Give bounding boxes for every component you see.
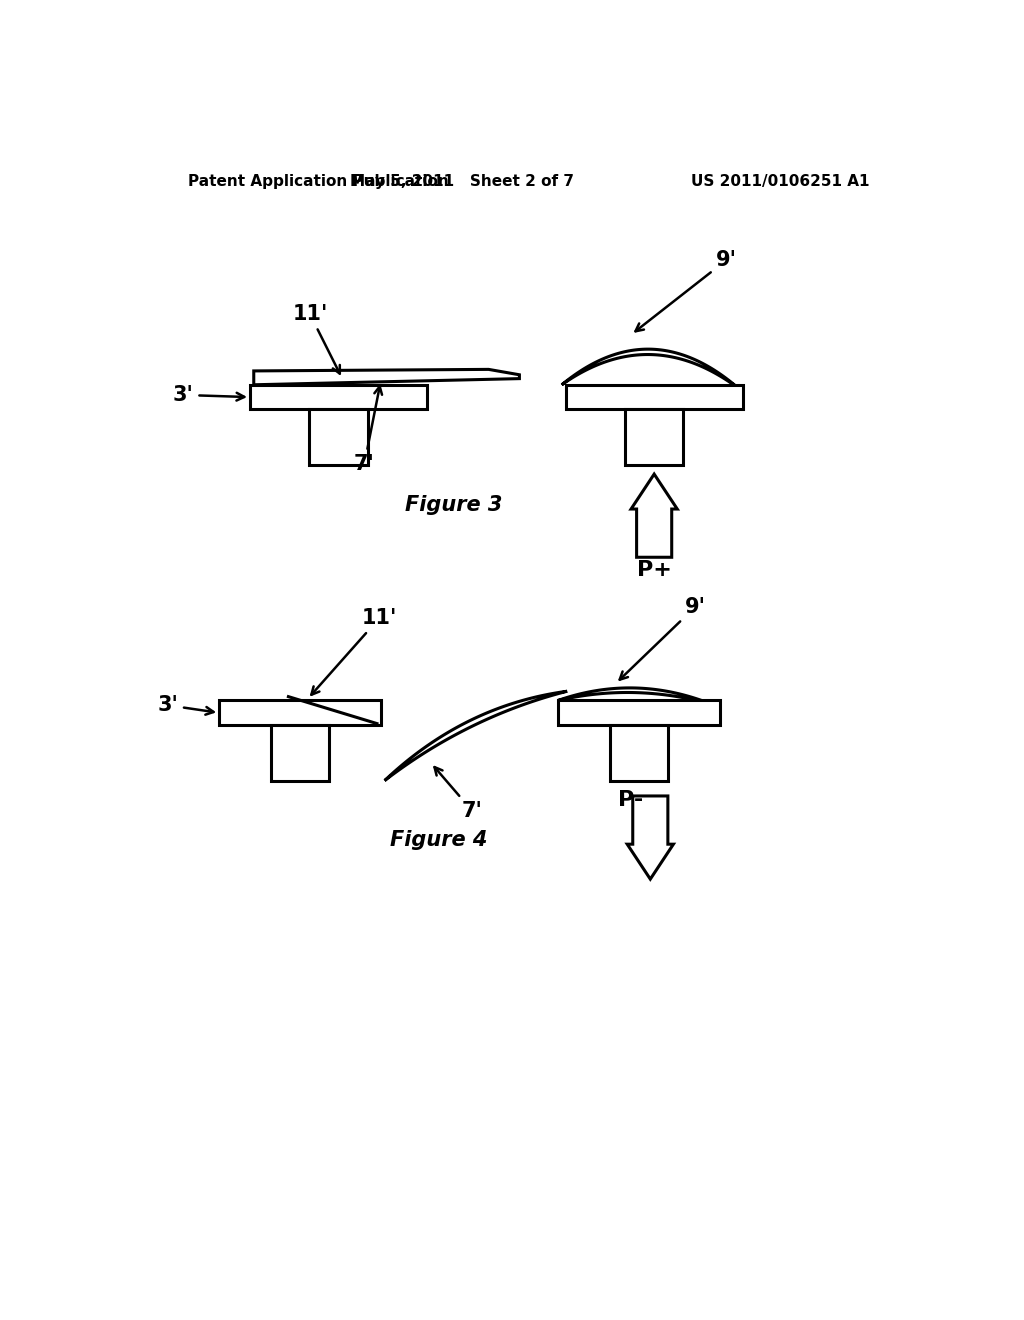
Bar: [609, 725, 668, 780]
Text: US 2011/0106251 A1: US 2011/0106251 A1: [691, 174, 869, 189]
Text: 7': 7': [354, 387, 382, 474]
Bar: [309, 409, 368, 465]
Bar: [250, 385, 427, 409]
Text: 11': 11': [311, 609, 397, 694]
Bar: [565, 385, 742, 409]
Text: P+: P+: [637, 560, 672, 579]
Text: Patent Application Publication: Patent Application Publication: [188, 174, 450, 189]
Text: P-: P-: [617, 789, 643, 809]
Text: Figure 3: Figure 3: [406, 495, 503, 515]
Polygon shape: [558, 688, 712, 705]
Bar: [219, 701, 381, 725]
Text: 7': 7': [434, 767, 482, 821]
Text: 9': 9': [636, 251, 736, 331]
Polygon shape: [562, 350, 739, 388]
Text: 11': 11': [292, 304, 340, 374]
Text: 9': 9': [620, 597, 706, 680]
Text: 3': 3': [158, 696, 214, 715]
Polygon shape: [628, 796, 674, 879]
Polygon shape: [631, 474, 677, 557]
Text: May 5, 2011   Sheet 2 of 7: May 5, 2011 Sheet 2 of 7: [349, 174, 573, 189]
Bar: [270, 725, 330, 780]
Polygon shape: [254, 370, 519, 385]
Text: Figure 4: Figure 4: [390, 830, 487, 850]
Bar: [625, 409, 683, 465]
Polygon shape: [385, 692, 567, 780]
Text: 3': 3': [173, 385, 245, 405]
Bar: [558, 701, 720, 725]
